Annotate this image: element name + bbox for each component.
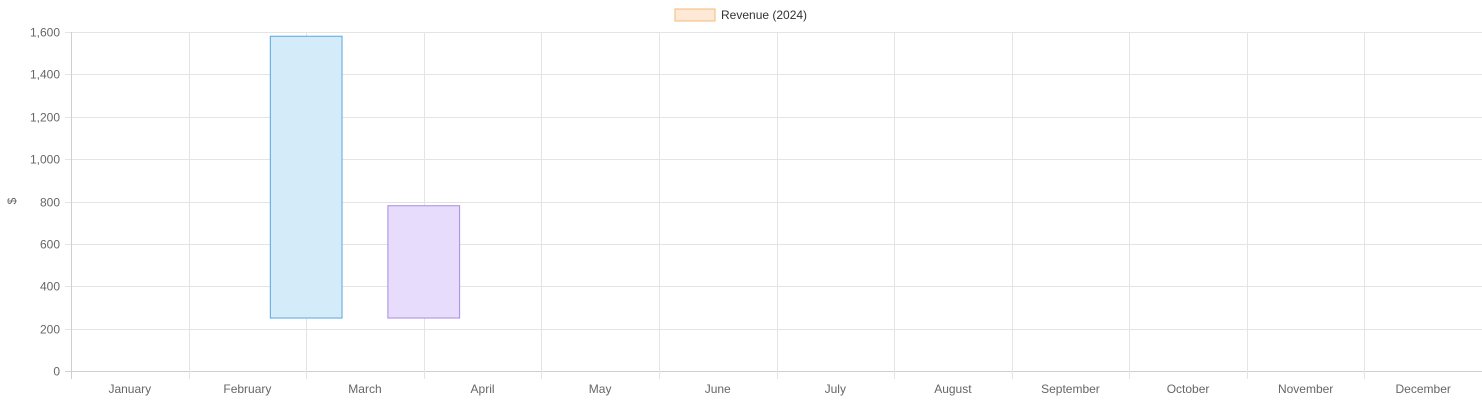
x-tick-label: October xyxy=(1167,382,1210,396)
bar-march[interactable] xyxy=(269,35,343,319)
y-tick-label: 400 xyxy=(40,280,60,294)
y-tick-label: 1,200 xyxy=(30,111,60,125)
x-tick-label: November xyxy=(1278,382,1333,396)
y-tick-label: 1,400 xyxy=(30,68,60,82)
y-tick-label: 1,600 xyxy=(30,26,60,40)
x-tick-label: April xyxy=(471,382,495,396)
y-tick-label: 1,000 xyxy=(30,153,60,167)
y-axis-label: $ xyxy=(5,197,19,204)
y-tick-label: 0 xyxy=(53,365,60,379)
bar-april[interactable] xyxy=(387,205,461,319)
legend-swatch xyxy=(674,8,716,22)
x-tick-label: January xyxy=(108,382,151,396)
x-tick-label: July xyxy=(825,382,846,396)
x-tick-label: February xyxy=(223,382,271,396)
x-tick-label: December xyxy=(1396,382,1451,396)
x-tick-label: August xyxy=(934,382,972,396)
legend-label: Revenue (2024) xyxy=(721,8,807,22)
bar-series xyxy=(269,35,461,319)
x-tick-label: September xyxy=(1041,382,1100,396)
x-tick-label: March xyxy=(348,382,381,396)
x-tick-label: June xyxy=(705,382,731,396)
y-axis: 0 200 400 600 800 1,000 1,200 1,400 1,600 xyxy=(30,26,60,379)
y-tick-label: 600 xyxy=(40,238,60,252)
x-tick-label: May xyxy=(589,382,612,396)
legend[interactable]: Revenue (2024) xyxy=(674,8,807,22)
x-axis: January February March April May June July Augu… xyxy=(108,382,1450,396)
y-tick-label: 200 xyxy=(40,323,60,337)
y-tick-label: 800 xyxy=(40,196,60,210)
